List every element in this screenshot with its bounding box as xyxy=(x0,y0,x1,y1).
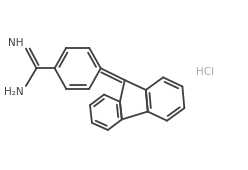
Text: H₂N: H₂N xyxy=(4,87,24,97)
Text: NH: NH xyxy=(8,38,24,48)
Text: HCl: HCl xyxy=(196,67,215,77)
